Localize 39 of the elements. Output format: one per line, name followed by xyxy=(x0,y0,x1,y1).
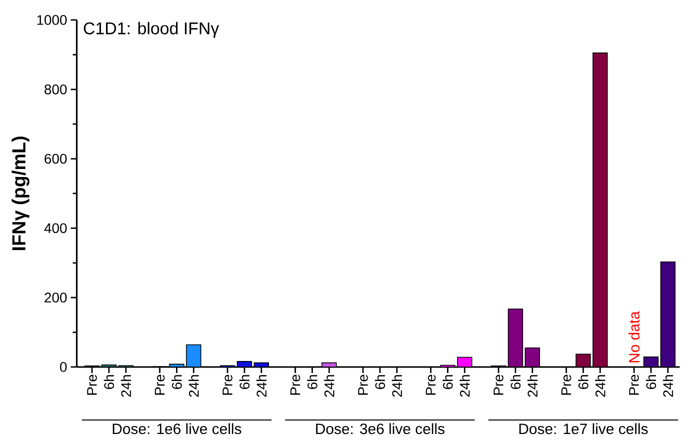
x-tick-label: 24h xyxy=(256,375,266,397)
x-tick-label: Pre xyxy=(561,374,572,395)
x-tick-label: 6h xyxy=(646,375,656,389)
y-tick-label: 600 xyxy=(44,154,67,164)
x-tick-label: 24h xyxy=(188,375,199,397)
x-tick-label: 24h xyxy=(595,375,606,397)
x-tick-label: Pre xyxy=(358,374,368,395)
x-tick-label: 6h xyxy=(239,375,250,389)
text: Dose: 3e6 live cells xyxy=(316,423,444,434)
x-tick-label: Pre xyxy=(494,374,504,395)
x-tick-label: 24h xyxy=(324,375,334,397)
x-tick-label: 6h xyxy=(374,375,386,389)
x-tick-label: 24h xyxy=(527,375,538,397)
x-tick-label: 24h xyxy=(460,375,470,397)
x-tick-label: 24h xyxy=(392,375,402,397)
x-tick-label: 6h xyxy=(307,375,318,389)
x-tick-label: Pre xyxy=(290,374,300,395)
x-tick-label: 6h xyxy=(104,375,114,389)
x-tick-label: 24h xyxy=(120,375,131,397)
y-tick-label: 800 xyxy=(44,84,67,94)
x-tick-label: Pre xyxy=(222,374,232,395)
x-tick-label: 6h xyxy=(510,375,521,389)
x-tick-label: 6h xyxy=(172,375,182,389)
annotation: No data xyxy=(628,311,640,362)
y-axis-title: IFNγ (pg/mL) xyxy=(12,136,30,250)
x-tick-label: Pre xyxy=(426,374,436,395)
x-tick-label: 24h xyxy=(662,375,673,397)
x-tick-label: Pre xyxy=(629,374,639,395)
text: Dose: 1e7 live cells xyxy=(519,423,648,434)
x-tick-label: 6h xyxy=(442,375,453,389)
x-tick-label: 6h xyxy=(578,375,588,389)
text: Dose: 1e6 live cells xyxy=(112,423,242,434)
y-tick-label: 1000 xyxy=(37,15,67,25)
y-tick-label: 400 xyxy=(44,223,67,234)
y-tick-label: 0 xyxy=(60,362,67,372)
y-tick-label: 200 xyxy=(44,292,67,303)
x-tick-label: Pre xyxy=(87,374,97,395)
x-tick-label: Pre xyxy=(154,374,165,395)
chart-title: C1D1: blood IFNγ xyxy=(84,22,220,38)
